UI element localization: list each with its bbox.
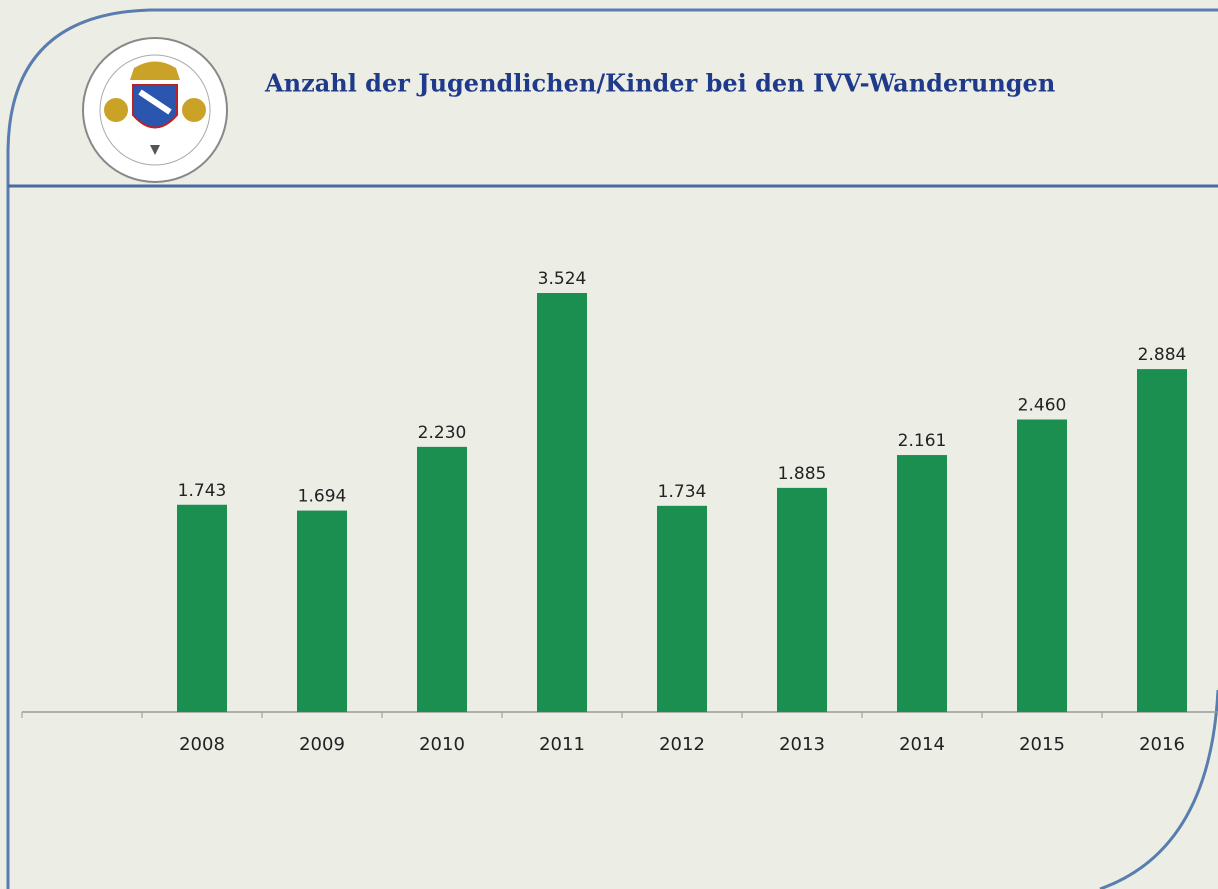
data-label: 2.460: [1018, 396, 1067, 416]
x-tick-label: 2013: [779, 734, 825, 755]
x-tick-label: 2012: [659, 734, 705, 755]
logo: [82, 37, 228, 183]
x-tick-label: 2015: [1019, 734, 1065, 755]
x-tick-label: 2008: [179, 734, 225, 755]
data-label: 2.884: [1138, 345, 1187, 365]
data-label: 2.161: [898, 431, 947, 451]
data-label: 1.694: [298, 487, 347, 507]
x-tick-label: 2011: [539, 734, 585, 755]
x-tick-label: 2009: [299, 734, 345, 755]
x-tick-label: 2016: [1139, 734, 1185, 755]
frame-top-left: [6, 8, 1218, 889]
bar: [897, 455, 947, 712]
bar: [657, 505, 707, 712]
frame-bottom-right: [1099, 689, 1218, 889]
data-label: 3.524: [538, 269, 587, 289]
data-label: 1.734: [658, 482, 707, 502]
chart-title: Anzahl der Jugendlichen/Kinder bei den I…: [264, 69, 1055, 98]
x-tick-label: 2010: [419, 734, 465, 755]
bar: [1017, 419, 1067, 712]
data-label: 2.230: [418, 423, 467, 443]
bar: [417, 446, 467, 712]
bar: [177, 504, 227, 712]
bar: [537, 293, 587, 712]
x-tick-label: 2014: [899, 734, 945, 755]
bar: [777, 487, 827, 712]
bar: [1137, 369, 1187, 712]
data-label: 1.743: [178, 481, 227, 501]
data-label: 1.885: [778, 464, 827, 484]
bar: [297, 510, 347, 712]
